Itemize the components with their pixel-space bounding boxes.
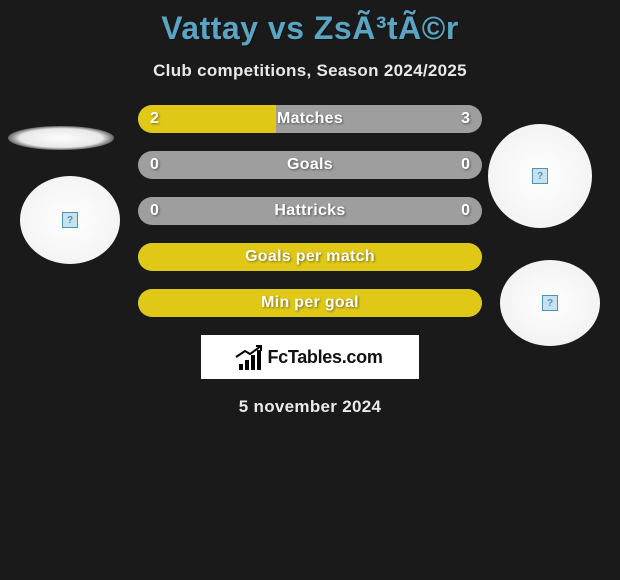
placeholder-icon: ?	[62, 212, 78, 228]
stat-label: Matches	[138, 105, 482, 133]
stat-bars: 23Matches 00Goals 00Hattricks Goals per mat…	[138, 105, 482, 317]
infographic-root: Vattay vs ZsÃ³tÃ©r Club competitions, Se…	[0, 0, 620, 580]
page-title: Vattay vs ZsÃ³tÃ©r	[0, 0, 620, 47]
brand-text: FcTables.com	[267, 347, 382, 368]
stat-bar: 00Goals	[138, 151, 482, 179]
stat-label: Goals per match	[138, 243, 482, 271]
brand-text-suffix: .com	[342, 347, 383, 367]
stat-label: Min per goal	[138, 289, 482, 317]
infographic-date: 5 november 2024	[0, 397, 620, 417]
brand-box: FcTables.com	[201, 335, 419, 379]
stat-bar: 23Matches	[138, 105, 482, 133]
player-avatar-right-1: ?	[488, 124, 592, 228]
stat-bar: Goals per match	[138, 243, 482, 271]
shadow-ellipse	[8, 126, 114, 150]
page-subtitle: Club competitions, Season 2024/2025	[0, 61, 620, 81]
stat-label: Hattricks	[138, 197, 482, 225]
player-avatar-left: ?	[20, 176, 120, 264]
placeholder-icon: ?	[532, 168, 548, 184]
stat-bar: Min per goal	[138, 289, 482, 317]
stat-bar: 00Hattricks	[138, 197, 482, 225]
brand-text-prefix: FcTables	[267, 347, 341, 367]
player-avatar-right-2: ?	[500, 260, 600, 346]
stat-label: Goals	[138, 151, 482, 179]
brand-chart-icon	[237, 344, 263, 370]
placeholder-icon: ?	[542, 295, 558, 311]
